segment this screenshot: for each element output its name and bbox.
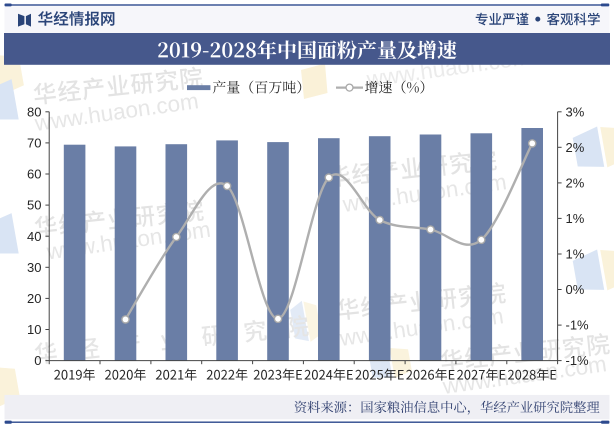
svg-text:0%: 0% — [566, 282, 585, 297]
svg-text:20: 20 — [27, 291, 41, 306]
svg-text:1%: 1% — [566, 211, 585, 226]
svg-text:2%: 2% — [566, 140, 585, 155]
svg-text:50: 50 — [27, 198, 41, 213]
svg-text:30: 30 — [27, 260, 41, 275]
svg-text:40: 40 — [27, 229, 41, 244]
svg-text:60: 60 — [27, 167, 41, 182]
svg-text:10: 10 — [27, 322, 41, 337]
svg-text:1%: 1% — [566, 247, 585, 262]
svg-text:2%: 2% — [566, 176, 585, 191]
svg-text:-1%: -1% — [566, 318, 590, 333]
svg-text:80: 80 — [27, 104, 41, 119]
svg-text:70: 70 — [27, 136, 41, 151]
svg-text:0: 0 — [34, 353, 41, 368]
svg-text:-1%: -1% — [566, 353, 590, 368]
svg-text:3%: 3% — [566, 104, 585, 119]
